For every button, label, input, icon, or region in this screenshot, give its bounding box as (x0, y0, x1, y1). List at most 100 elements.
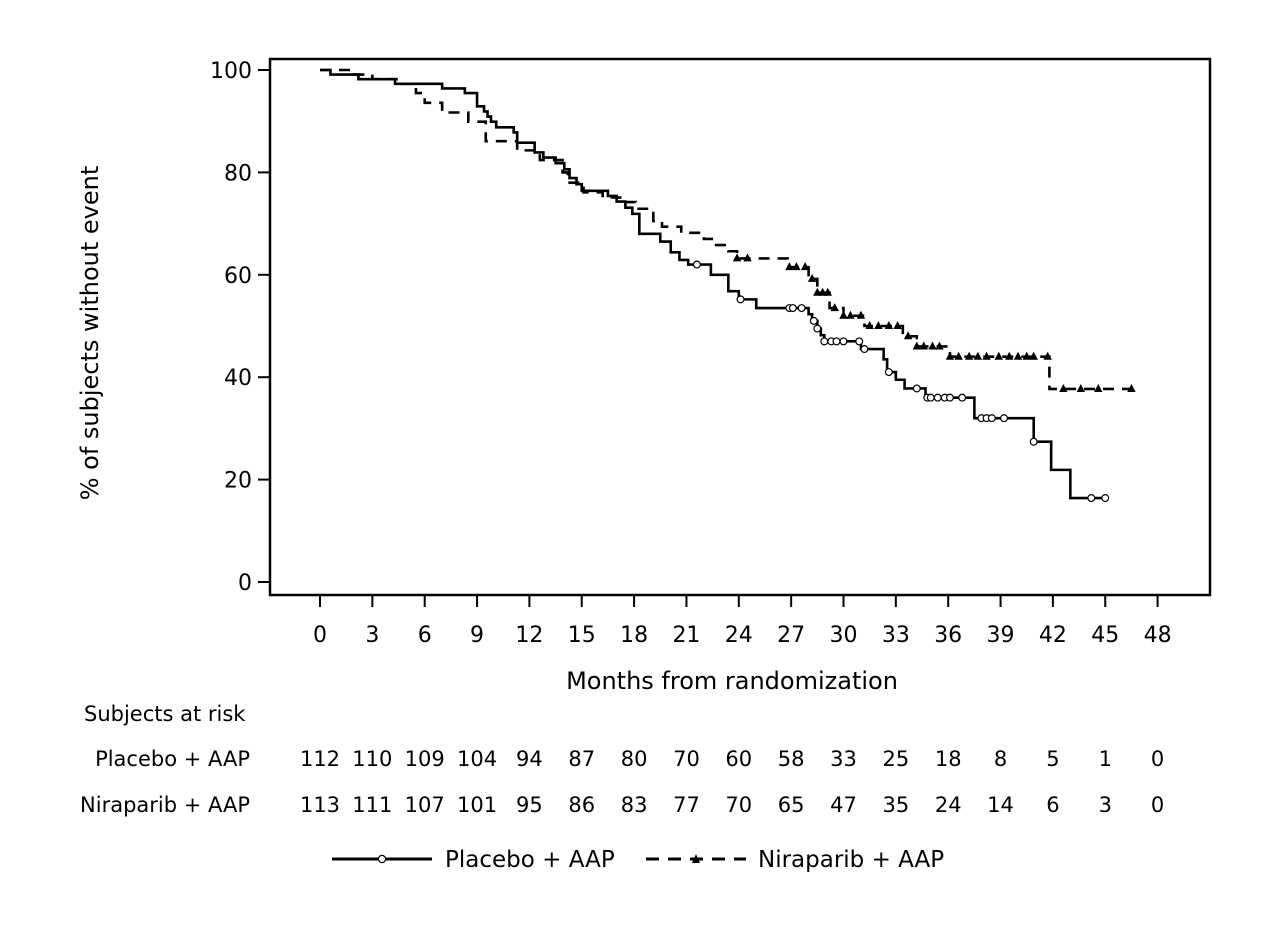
censor-marker (800, 262, 810, 271)
legend-marker-placebo (377, 854, 387, 864)
censor-marker (813, 324, 822, 333)
x-tick-label: 15 (568, 623, 596, 648)
at-risk-value: 111 (352, 793, 392, 817)
at-risk-value: 94 (516, 747, 543, 771)
x-tick-label: 33 (882, 623, 910, 648)
censor-marker (903, 331, 913, 340)
at-risk-value: 107 (405, 793, 445, 817)
censor-marker (792, 262, 801, 271)
at-risk-value: 14 (987, 793, 1014, 817)
at-risk-value: 58 (778, 747, 805, 771)
x-tick-label: 12 (515, 623, 543, 648)
at-risk-value: 6 (1046, 793, 1059, 817)
y-axis: 0 20 40 60 80 100 (210, 59, 270, 596)
censor-marker (935, 341, 944, 350)
series-line (320, 68, 1109, 500)
legend-label-niraparib: Niraparib + AAP (758, 847, 944, 873)
y-tick-label: 100 (210, 59, 252, 84)
at-risk-row-label-placebo: Placebo + AAP (95, 747, 250, 771)
censor-marker (788, 304, 797, 313)
censor-marker (807, 273, 817, 282)
y-tick-label: 20 (224, 469, 252, 494)
x-axis: 0 3 6 9 12 15 18 21 24 27 30 33 36 39 42 45 48 (313, 595, 1172, 648)
censor-marker (919, 341, 928, 350)
x-tick-label: 0 (313, 623, 327, 648)
censor-marker (982, 351, 991, 360)
at-risk-row-label-niraparib: Niraparib + AAP (80, 793, 250, 817)
at-risk-value: 25 (882, 747, 909, 771)
y-tick-label: 0 (238, 571, 252, 596)
censor-marker (1101, 494, 1110, 503)
censor-marker (839, 337, 848, 346)
censor-marker (928, 341, 937, 350)
x-axis-title: Months from randomization (566, 667, 898, 695)
x-tick-label: 39 (987, 623, 1015, 648)
series-niraparib (320, 68, 1141, 392)
censor-marker (964, 351, 974, 360)
y-tick-label: 80 (224, 161, 252, 186)
x-tick-label: 9 (470, 623, 484, 648)
at-risk-value: 0 (1151, 747, 1164, 771)
at-risk-value: 33 (830, 747, 857, 771)
censor-marker (1094, 383, 1103, 392)
censor-marker (865, 321, 874, 329)
censor-marker (856, 310, 866, 319)
censor-marker (987, 414, 996, 423)
censor-marker (1087, 494, 1096, 503)
at-risk-value: 83 (621, 793, 648, 817)
plot-frame (268, 57, 1212, 597)
censor-marker (820, 337, 829, 346)
censor-marker (874, 321, 883, 329)
censor-marker (736, 295, 745, 304)
y-axis-title: % of subjects without event (76, 166, 104, 501)
censor-marker (846, 310, 855, 319)
censor-marker (958, 393, 967, 402)
censor-marker (884, 321, 894, 329)
at-risk-title: Subjects at risk (84, 702, 246, 726)
censor-marker (1076, 383, 1086, 392)
censor-marker (1029, 437, 1038, 446)
series-line (320, 68, 1141, 391)
at-risk-value: 86 (568, 793, 595, 817)
censor-marker (1005, 351, 1014, 360)
censor-marker (743, 253, 752, 262)
at-risk-value: 112 (300, 747, 340, 771)
y-tick-label: 40 (224, 366, 252, 391)
x-tick-label: 21 (672, 623, 700, 648)
legend: Placebo + AAP Niraparib + AAP (332, 847, 944, 873)
at-risk-value: 5 (1046, 747, 1059, 771)
at-risk-value: 24 (935, 793, 962, 817)
at-risk-value: 101 (457, 793, 497, 817)
x-tick-label: 30 (830, 623, 858, 648)
at-risk-table: Subjects at risk Placebo + AAP Niraparib… (80, 702, 1164, 817)
at-risk-value: 95 (516, 793, 543, 817)
x-tick-label: 45 (1091, 623, 1119, 648)
at-risk-value: 47 (830, 793, 857, 817)
at-risk-value: 60 (725, 747, 752, 771)
censor-marker (945, 351, 955, 360)
at-risk-value: 110 (352, 747, 392, 771)
censor-marker (945, 393, 954, 402)
censor-marker (1000, 414, 1009, 423)
at-risk-value: 35 (882, 793, 909, 817)
at-risk-value: 0 (1151, 793, 1164, 817)
censor-marker (1127, 383, 1136, 392)
censor-marker (809, 316, 818, 325)
x-tick-label: 18 (620, 623, 648, 648)
censor-marker (830, 303, 839, 312)
at-risk-value: 87 (568, 747, 595, 771)
at-risk-value: 104 (457, 747, 497, 771)
at-risk-value: 3 (1099, 793, 1112, 817)
at-risk-value: 65 (778, 793, 805, 817)
x-tick-label: 36 (934, 623, 962, 648)
censor-marker (994, 351, 1004, 360)
censor-marker (832, 337, 841, 346)
censor-marker (1029, 351, 1038, 360)
legend-label-placebo: Placebo + AAP (445, 847, 615, 873)
censor-marker (1059, 383, 1068, 392)
at-risk-value: 80 (621, 747, 648, 771)
censor-marker (732, 253, 742, 262)
at-risk-value: 77 (673, 793, 700, 817)
at-risk-value: 18 (935, 747, 962, 771)
